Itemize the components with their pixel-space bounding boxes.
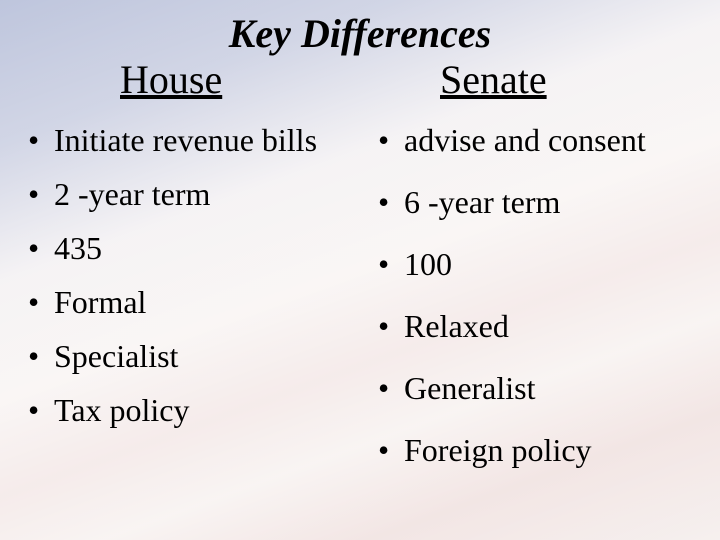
house-bullet-list: Initiate revenue bills 2 -year term 435 …: [20, 120, 360, 430]
list-item: Relaxed: [370, 306, 710, 346]
senate-bullet-list: advise and consent 6 -year term 100 Rela…: [370, 120, 710, 470]
list-item: Specialist: [20, 336, 360, 376]
list-item: 2 -year term: [20, 174, 360, 214]
list-item: 435: [20, 228, 360, 268]
columns: Initiate revenue bills 2 -year term 435 …: [0, 120, 720, 520]
column-headings: House Senate: [0, 56, 720, 106]
list-item: Generalist: [370, 368, 710, 408]
list-item: Initiate revenue bills: [20, 120, 360, 160]
senate-heading: Senate: [440, 56, 547, 103]
list-item: 100: [370, 244, 710, 284]
house-column: Initiate revenue bills 2 -year term 435 …: [20, 120, 360, 444]
slide-title: Key Differences: [0, 10, 720, 57]
list-item: Tax policy: [20, 390, 360, 430]
list-item: 6 -year term: [370, 182, 710, 222]
list-item: Foreign policy: [370, 430, 710, 470]
house-heading: House: [120, 56, 222, 103]
slide: Key Differences House Senate Initiate re…: [0, 0, 720, 540]
list-item: Formal: [20, 282, 360, 322]
senate-column: advise and consent 6 -year term 100 Rela…: [370, 120, 710, 492]
list-item: advise and consent: [370, 120, 710, 160]
